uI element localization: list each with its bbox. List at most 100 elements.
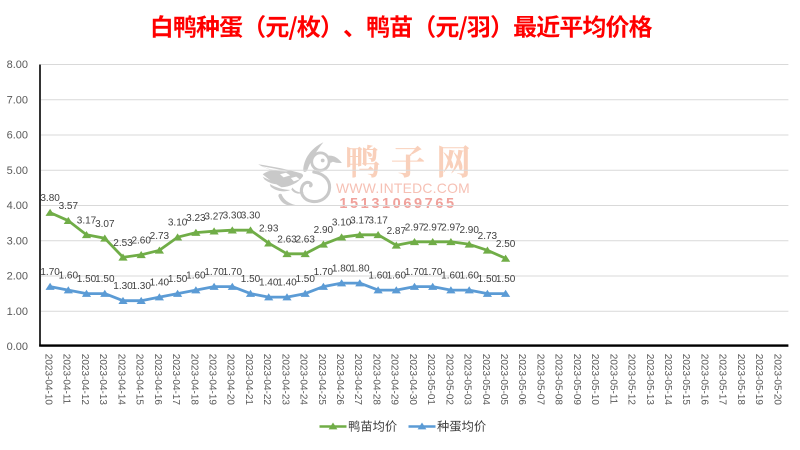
svg-text:2023-05-16: 2023-05-16	[698, 354, 709, 406]
svg-text:2023-04-28: 2023-04-28	[371, 354, 382, 406]
svg-text:1.50: 1.50	[168, 274, 188, 285]
svg-text:2.00: 2.00	[7, 271, 28, 283]
svg-text:3.10: 3.10	[332, 218, 352, 229]
svg-text:8.00: 8.00	[7, 59, 28, 71]
svg-text:3.00: 3.00	[7, 235, 28, 247]
svg-text:2.97: 2.97	[441, 222, 461, 233]
svg-text:2023-05-04: 2023-05-04	[480, 354, 491, 406]
svg-text:2023-05-17: 2023-05-17	[717, 354, 728, 406]
svg-text:0.00: 0.00	[7, 341, 28, 353]
svg-text:2023-05-15: 2023-05-15	[680, 354, 691, 406]
svg-text:2023-05-19: 2023-05-19	[753, 354, 764, 406]
svg-text:2.97: 2.97	[423, 222, 443, 233]
svg-text:2.90: 2.90	[459, 225, 479, 236]
svg-text:2023-04-17: 2023-04-17	[170, 354, 181, 406]
svg-text:2023-05-06: 2023-05-06	[516, 354, 527, 406]
svg-text:3.17: 3.17	[350, 215, 370, 226]
svg-text:2023-04-19: 2023-04-19	[207, 354, 218, 406]
svg-text:3.30: 3.30	[223, 211, 243, 222]
svg-text:2023-05-01: 2023-05-01	[425, 354, 436, 406]
svg-text:2.60: 2.60	[131, 235, 151, 246]
svg-text:3.23: 3.23	[186, 213, 206, 224]
svg-text:1.30: 1.30	[113, 281, 133, 292]
svg-text:15131069765: 15131069765	[339, 196, 456, 212]
svg-text:2.50: 2.50	[496, 239, 516, 250]
svg-text:WWW.INTEDC.COM: WWW.INTEDC.COM	[336, 180, 470, 196]
svg-text:2.73: 2.73	[150, 231, 170, 242]
svg-text:2.53: 2.53	[113, 238, 133, 249]
svg-text:2023-05-11: 2023-05-11	[607, 354, 618, 405]
svg-text:1.40: 1.40	[150, 278, 170, 289]
svg-text:2023-05-10: 2023-05-10	[589, 354, 600, 406]
svg-text:1.80: 1.80	[350, 264, 370, 275]
svg-text:7.00: 7.00	[7, 94, 28, 106]
svg-text:1.70: 1.70	[204, 267, 224, 278]
svg-text:2023-04-24: 2023-04-24	[298, 354, 309, 406]
svg-text:2023-04-23: 2023-04-23	[279, 354, 290, 406]
svg-text:2.90: 2.90	[314, 225, 334, 236]
svg-text:2023-05-07: 2023-05-07	[534, 354, 545, 406]
svg-text:2023-04-11: 2023-04-11	[61, 354, 72, 405]
svg-text:1.60: 1.60	[186, 271, 206, 282]
svg-text:2023-04-10: 2023-04-10	[43, 354, 54, 406]
svg-text:1.50: 1.50	[496, 274, 516, 285]
svg-text:2023-04-22: 2023-04-22	[261, 354, 272, 406]
svg-text:1.60: 1.60	[459, 271, 479, 282]
svg-text:3.10: 3.10	[168, 218, 188, 229]
svg-text:1.60: 1.60	[368, 271, 388, 282]
svg-text:1.50: 1.50	[295, 274, 315, 285]
svg-text:2023-04-20: 2023-04-20	[225, 354, 236, 406]
svg-text:2.93: 2.93	[259, 224, 279, 235]
svg-text:1.60: 1.60	[59, 271, 79, 282]
svg-text:2.63: 2.63	[295, 234, 315, 245]
svg-text:2023-04-15: 2023-04-15	[134, 354, 145, 406]
svg-text:2023-05-12: 2023-05-12	[626, 354, 637, 406]
svg-text:1.60: 1.60	[441, 271, 461, 282]
svg-text:3.27: 3.27	[204, 212, 224, 223]
svg-text:1.80: 1.80	[332, 264, 352, 275]
svg-text:1.30: 1.30	[131, 281, 151, 292]
svg-text:1.70: 1.70	[423, 267, 443, 278]
svg-text:2023-04-14: 2023-04-14	[115, 354, 126, 406]
svg-text:3.30: 3.30	[241, 211, 261, 222]
svg-text:2023-05-02: 2023-05-02	[443, 354, 454, 406]
svg-text:1.40: 1.40	[277, 278, 297, 289]
svg-text:2023-04-21: 2023-04-21	[243, 354, 254, 406]
svg-text:2023-05-08: 2023-05-08	[553, 354, 564, 406]
svg-text:2023-05-03: 2023-05-03	[462, 354, 473, 406]
svg-text:1.50: 1.50	[478, 274, 498, 285]
svg-text:3.17: 3.17	[77, 215, 97, 226]
svg-text:2023-04-25: 2023-04-25	[316, 354, 327, 406]
svg-text:3.57: 3.57	[59, 201, 79, 212]
svg-text:1.70: 1.70	[405, 267, 425, 278]
svg-text:2023-04-13: 2023-04-13	[97, 354, 108, 406]
svg-text:5.00: 5.00	[7, 165, 28, 177]
svg-text:2.73: 2.73	[478, 231, 498, 242]
svg-text:1.60: 1.60	[387, 271, 407, 282]
svg-text:1.70: 1.70	[40, 267, 60, 278]
svg-text:2023-05-18: 2023-05-18	[735, 354, 746, 406]
svg-text:2023-05-20: 2023-05-20	[771, 354, 782, 406]
svg-text:2023-05-05: 2023-05-05	[498, 354, 509, 406]
svg-text:2.97: 2.97	[405, 222, 425, 233]
svg-text:1.00: 1.00	[7, 306, 28, 318]
svg-text:1.50: 1.50	[241, 274, 261, 285]
svg-text:2023-04-30: 2023-04-30	[407, 354, 418, 406]
svg-text:6.00: 6.00	[7, 130, 28, 142]
svg-text:1.70: 1.70	[223, 267, 243, 278]
svg-text:2023-05-14: 2023-05-14	[662, 354, 673, 406]
svg-text:2023-04-26: 2023-04-26	[334, 354, 345, 406]
svg-text:2.87: 2.87	[387, 226, 407, 237]
svg-text:3.07: 3.07	[95, 219, 115, 230]
svg-text:2023-04-29: 2023-04-29	[389, 354, 400, 406]
svg-text:1.50: 1.50	[77, 274, 97, 285]
svg-text:2023-04-27: 2023-04-27	[352, 354, 363, 406]
svg-text:3.17: 3.17	[368, 215, 388, 226]
svg-text:1.50: 1.50	[95, 274, 115, 285]
svg-text:3.80: 3.80	[40, 193, 60, 204]
svg-text:2.63: 2.63	[277, 234, 297, 245]
svg-text:1.40: 1.40	[259, 278, 279, 289]
svg-text:2023-04-18: 2023-04-18	[188, 354, 199, 406]
svg-text:4.00: 4.00	[7, 200, 28, 212]
svg-text:2023-05-13: 2023-05-13	[644, 354, 655, 406]
